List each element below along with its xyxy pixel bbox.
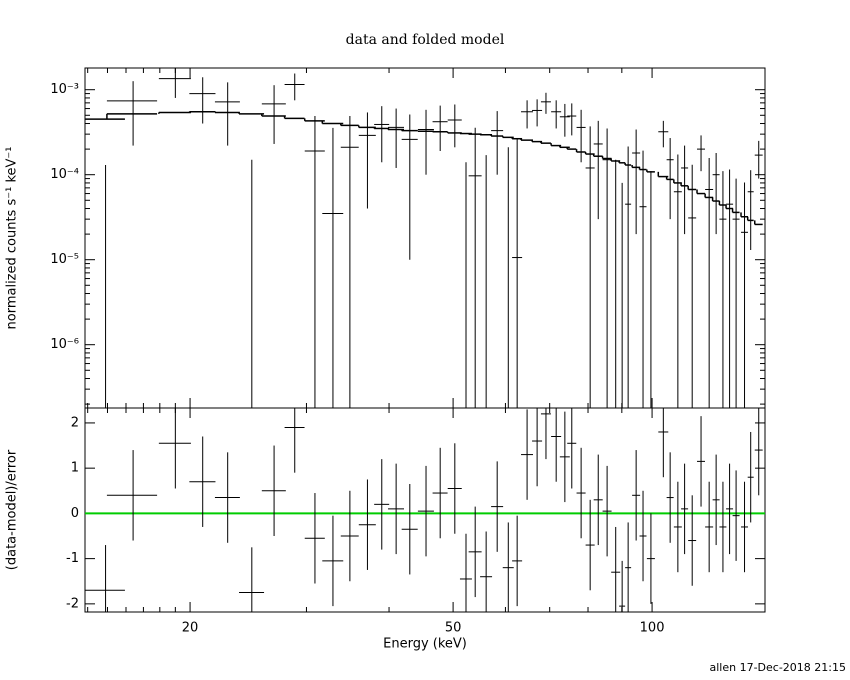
plot-area — [85, 68, 763, 408]
x-tick-label: 50 — [445, 621, 462, 636]
x-tick-label: 20 — [182, 621, 199, 636]
y-tick-label: 10⁻⁵ — [50, 252, 79, 267]
y-tick-label: 0 — [71, 506, 79, 521]
y-tick-label: -1 — [66, 551, 79, 566]
panel-frame — [84, 407, 766, 613]
plot-area — [85, 408, 765, 612]
chart-title: data and folded model — [346, 32, 505, 48]
y-tick-label: 10⁻⁴ — [50, 167, 79, 182]
y-tick-label: -2 — [66, 596, 79, 611]
x-axis-label: Energy (keV) — [383, 637, 467, 652]
panel-frame — [84, 67, 766, 409]
y-tick-label: 10⁻³ — [50, 82, 79, 97]
y-axis-label: normalized counts s⁻¹ keV⁻¹ — [5, 147, 20, 330]
y-tick-label: 1 — [71, 461, 79, 476]
x-tick-label: 100 — [640, 621, 665, 636]
footer: allen 17-Dec-2018 21:15 — [709, 661, 846, 674]
y-tick-label: 2 — [71, 415, 79, 430]
y-axis-label: (data-model)/error — [5, 449, 20, 570]
y-tick-label: 10⁻⁶ — [50, 337, 79, 352]
